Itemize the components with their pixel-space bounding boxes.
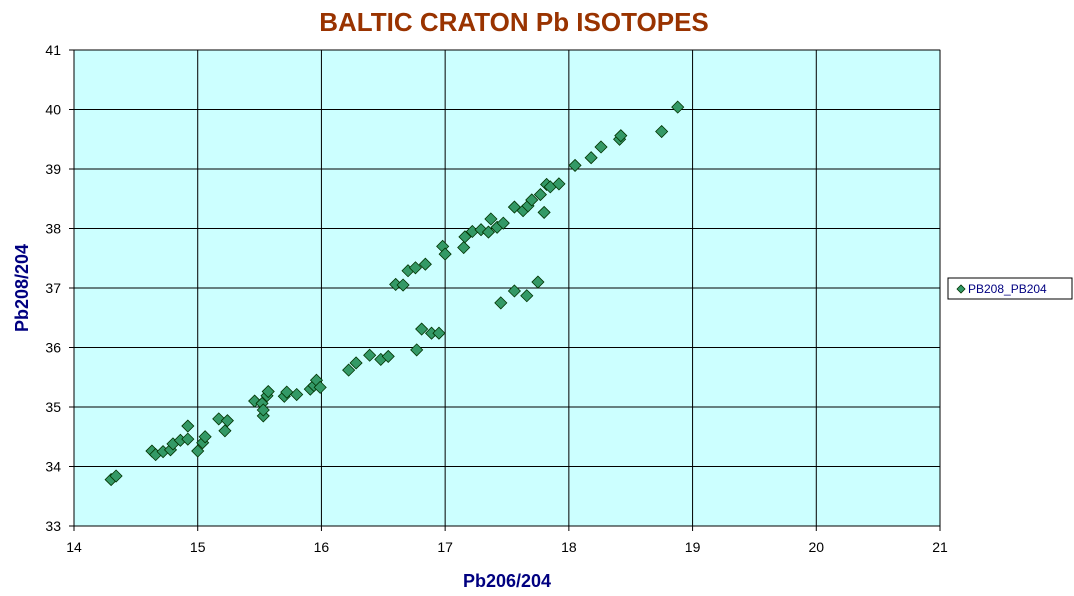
x-tick-label: 19 [685, 539, 701, 555]
y-axis-label: Pb208/204 [12, 244, 32, 332]
y-tick-label: 40 [45, 102, 61, 118]
y-tick-label: 35 [45, 399, 61, 415]
data-point [220, 414, 234, 428]
x-axis-ticks: 14 15 16 17 18 19 20 21 [66, 526, 948, 555]
data-point [552, 177, 566, 191]
data-point [432, 326, 446, 340]
data-point [181, 432, 195, 446]
data-point [458, 230, 472, 244]
data-point [520, 289, 534, 303]
legend-marker-icon [956, 284, 966, 294]
data-point [671, 100, 685, 114]
data-point [481, 225, 496, 239]
x-tick-label: 21 [932, 539, 948, 555]
data-point [614, 129, 628, 143]
data-point [507, 284, 521, 298]
data-point [261, 384, 275, 399]
data-point [191, 444, 205, 458]
data-point [438, 247, 452, 261]
chart-title: BALTIC CRATON Pb ISOTOPES [319, 7, 709, 37]
data-point [363, 348, 377, 362]
y-tick-label: 34 [45, 459, 61, 475]
data-point [537, 205, 551, 220]
data-point [457, 240, 471, 255]
data-point [381, 349, 395, 363]
y-tick-label: 36 [45, 340, 61, 356]
y-tick-label: 39 [45, 161, 61, 177]
data-point [655, 124, 669, 139]
data-point [408, 261, 423, 275]
data-point [313, 380, 327, 394]
x-tick-label: 20 [808, 539, 824, 555]
data-point [494, 296, 508, 310]
data-point [218, 424, 232, 438]
x-tick-label: 17 [437, 539, 453, 555]
data-point [525, 193, 539, 207]
y-tick-label: 33 [45, 518, 61, 534]
plot-area [73, 49, 941, 527]
data-point [396, 278, 410, 292]
data-point [496, 216, 510, 230]
data-point [584, 151, 598, 165]
data-point [109, 469, 123, 483]
data-point [290, 387, 304, 402]
data-points [104, 100, 685, 487]
x-tick-label: 15 [190, 539, 206, 555]
y-axis-ticks: 33 34 35 36 37 38 39 40 41 [45, 42, 74, 534]
x-axis-label: Pb206/204 [463, 571, 551, 591]
x-tick-label: 18 [561, 539, 577, 555]
data-point [594, 140, 608, 154]
y-tick-label: 38 [45, 221, 61, 237]
y-tick-label: 41 [45, 42, 61, 58]
data-point [256, 403, 270, 417]
data-point [349, 356, 363, 370]
data-point [280, 385, 294, 399]
y-tick-label: 37 [45, 280, 61, 296]
data-point [415, 322, 429, 336]
data-point [531, 275, 545, 289]
data-point [248, 394, 262, 408]
x-tick-label: 16 [314, 539, 330, 555]
x-tick-label: 14 [66, 539, 82, 555]
data-point [342, 363, 356, 377]
data-point [198, 430, 212, 444]
data-point [533, 188, 547, 202]
data-point [181, 419, 195, 433]
data-point [410, 343, 424, 357]
data-point [484, 212, 498, 226]
legend-box [947, 277, 1073, 300]
legend: PB208_PB204 [947, 277, 1073, 300]
data-point [507, 200, 521, 214]
data-point [212, 412, 226, 426]
data-point [418, 257, 432, 271]
legend-entry: PB208_PB204 [968, 282, 1047, 296]
data-point [568, 158, 582, 172]
